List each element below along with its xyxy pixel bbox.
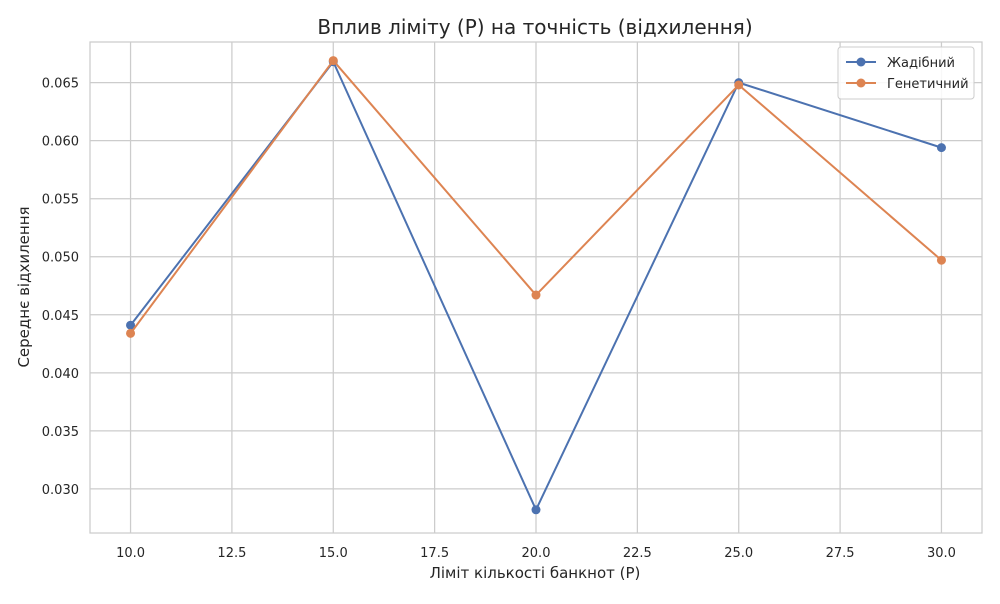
- series-layer: [126, 56, 946, 515]
- legend-marker-1: [856, 78, 866, 88]
- tick-labels: 10.0 12.5 15.0 17.5 20.0 22.5 25.0 27.5 30.0 0.03…: [42, 77, 956, 561]
- data-point: [936, 143, 946, 153]
- x-axis-title: Ліміт кількості банкнот (P): [430, 564, 641, 582]
- y-tick-label: 0.060: [42, 135, 79, 150]
- x-tick-label: 30.0: [927, 546, 956, 561]
- y-tick-label: 0.050: [42, 251, 79, 266]
- y-axis-title: Середнє відхилення: [15, 206, 33, 367]
- data-point: [328, 56, 338, 66]
- y-tick-label: 0.030: [42, 483, 79, 498]
- x-tick-label: 15.0: [319, 546, 348, 561]
- legend-box: [837, 46, 975, 100]
- x-tick-label: 20.0: [522, 546, 551, 561]
- y-tick-label: 0.045: [42, 309, 79, 324]
- y-tick-label: 0.065: [42, 77, 79, 92]
- data-point: [734, 80, 744, 90]
- legend: Жадібний Генетичний: [837, 46, 975, 100]
- x-tick-label: 10.0: [116, 546, 145, 561]
- y-tick-label: 0.035: [42, 425, 79, 440]
- data-point: [126, 328, 136, 338]
- legend-label-0: Жадібний: [887, 56, 955, 71]
- x-tick-label: 27.5: [826, 546, 855, 561]
- data-point: [531, 505, 541, 515]
- x-tick-label: 17.5: [420, 546, 449, 561]
- x-tick-label: 22.5: [623, 546, 652, 561]
- data-point: [126, 320, 136, 330]
- y-tick-label: 0.040: [42, 367, 79, 382]
- legend-entry-0: Жадібний: [846, 56, 955, 71]
- legend-marker-0: [856, 57, 866, 67]
- y-tick-label: 0.055: [42, 193, 79, 208]
- legend-label-1: Генетичний: [887, 77, 969, 92]
- legend-entry-1: Генетичний: [846, 77, 969, 92]
- chart-title: Вплив ліміту (P) на точність (відхилення…: [317, 15, 752, 39]
- x-tick-label: 25.0: [724, 546, 753, 561]
- x-tick-label: 12.5: [217, 546, 246, 561]
- data-point: [936, 255, 946, 265]
- series-1: [126, 56, 946, 338]
- grid-lines: [90, 42, 982, 533]
- plot-area-frame: [89, 41, 983, 534]
- data-point: [531, 290, 541, 300]
